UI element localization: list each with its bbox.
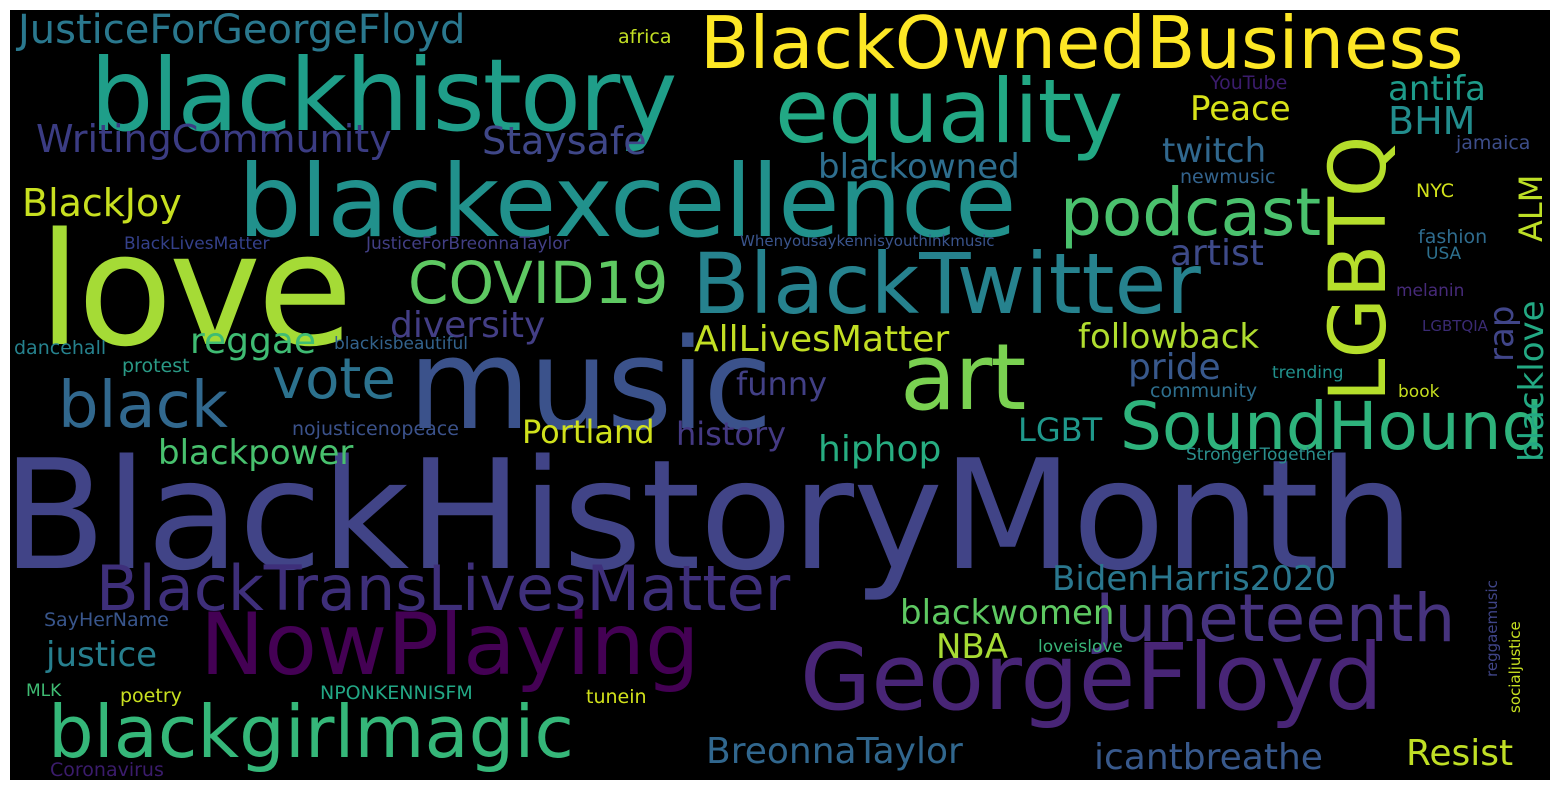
word-alllivesmatter: AllLivesMatter: [694, 319, 950, 360]
word-nyc: NYC: [1416, 180, 1455, 202]
word-whenyousaykennisyouthinkmusic: Whenyousaykennisyouthinkmusic: [740, 232, 995, 250]
word-fashion: fashion: [1418, 226, 1488, 248]
word-black: black: [58, 369, 228, 443]
word-newmusic: newmusic: [1180, 166, 1276, 188]
word-blacktwitter: BlackTwitter: [692, 235, 1201, 333]
word-socialjustice: socialjustice: [1506, 621, 1524, 713]
word-history: history: [676, 415, 787, 453]
word-portland: Portland: [522, 413, 655, 451]
word-blackisbeautiful: blackisbeautiful: [334, 334, 469, 354]
word-music: music: [408, 311, 773, 458]
word-loveislove: loveislove: [1038, 637, 1123, 657]
word-trending: trending: [1272, 363, 1344, 383]
word-blackjoy: BlackJoy: [22, 181, 182, 225]
word-youtube: YouTube: [1210, 72, 1288, 94]
word-reggaemusic: reggaemusic: [1483, 580, 1501, 677]
word-justice: justice: [46, 635, 158, 675]
word-justiceforbreonnataylor: JusticeForBreonnaTaylor: [366, 234, 570, 254]
word-blacktranslivesmatter: BlackTransLivesMatter: [96, 552, 791, 625]
word-blackhistorymonth: BlackHistoryMonth: [10, 427, 1414, 604]
word-antifa: antifa: [1388, 69, 1486, 109]
word-writingcommunity: WritingCommunity: [36, 117, 392, 161]
word-blacklivesmatter: BlackLivesMatter: [124, 234, 270, 254]
word-soundhound: SoundHound: [1120, 388, 1544, 465]
word-poetry: poetry: [120, 685, 182, 707]
word-tunein: tunein: [586, 686, 647, 708]
word-cloud: BlackHistoryMonth love music blackexcell…: [10, 10, 1550, 780]
word-blackexcellence: blackexcellence: [238, 143, 1017, 260]
word-hiphop: hiphop: [818, 429, 942, 470]
word-protest: protest: [122, 355, 190, 377]
word-strongertogether: StrongerTogether: [1186, 445, 1334, 465]
word-blackgirlmagic: blackgirlmagic: [48, 690, 574, 774]
word-jamaica: jamaica: [1456, 132, 1531, 154]
word-nowplaying: NowPlaying: [200, 595, 700, 695]
word-covid19: COVID19: [408, 249, 669, 317]
word-juneteenth: Juneteenth: [1095, 580, 1456, 657]
word-twitch: twitch: [1162, 131, 1267, 171]
word-nponkennisfm: NPONKENNISFM: [320, 682, 473, 704]
word-funny: funny: [736, 365, 828, 403]
word-usa: USA: [1426, 244, 1462, 264]
word-artist: artist: [1170, 233, 1264, 274]
word-alm: ALM: [1512, 174, 1550, 242]
word-equality: equality: [775, 60, 1123, 163]
word-breonnataylor: BreonnaTaylor: [706, 731, 963, 772]
word-blackpower: blackpower: [158, 433, 354, 473]
word-nba: NBA: [936, 627, 1009, 667]
word-georgefloyd: GeorgeFloyd: [800, 624, 1383, 731]
word-melanin: melanin: [1396, 281, 1465, 301]
word-vote: vote: [272, 347, 396, 412]
word-lgbtqia: LGBTQIA: [1422, 317, 1488, 335]
word-africa: africa: [618, 26, 672, 48]
word-art: art: [900, 324, 1026, 431]
word-reggae: reggae: [190, 321, 317, 362]
word-justiceforgeorgefloyd: JusticeForGeorgeFloyd: [18, 10, 466, 53]
word-dancehall: dancehall: [14, 337, 107, 359]
word-nojusticenopeace: nojusticenopeace: [292, 418, 459, 440]
word-podcast: podcast: [1060, 174, 1322, 251]
word-blackwomen: blackwomen: [900, 593, 1115, 633]
word-community: community: [1150, 380, 1258, 402]
word-resist: Resist: [1406, 733, 1514, 774]
word-followback: followback: [1078, 317, 1260, 357]
word-diversity: diversity: [390, 305, 546, 346]
word-blackowned: blackowned: [818, 147, 1020, 187]
word-bidenharris2020: BidenHarris2020: [1052, 559, 1337, 599]
word-staysafe: Staysafe: [482, 119, 647, 163]
word-pride: pride: [1128, 347, 1221, 388]
word-blacklove: blacklove: [1512, 300, 1550, 462]
word-love: love: [38, 199, 353, 381]
word-sayhername: SayHerName: [44, 609, 169, 631]
word-lgbt: LGBT: [1018, 411, 1103, 449]
word-icantbreathe: icantbreathe: [1094, 737, 1323, 778]
word-mlk: MLK: [26, 681, 62, 701]
word-blackhistory: blackhistory: [90, 37, 677, 154]
word-bhm: BHM: [1388, 99, 1476, 143]
word-peace: Peace: [1190, 89, 1291, 129]
word-coronavirus: Coronavirus: [50, 759, 164, 780]
word-book: book: [1398, 382, 1440, 402]
word-blackownedbusiness: BlackOwnedBusiness: [700, 10, 1464, 85]
